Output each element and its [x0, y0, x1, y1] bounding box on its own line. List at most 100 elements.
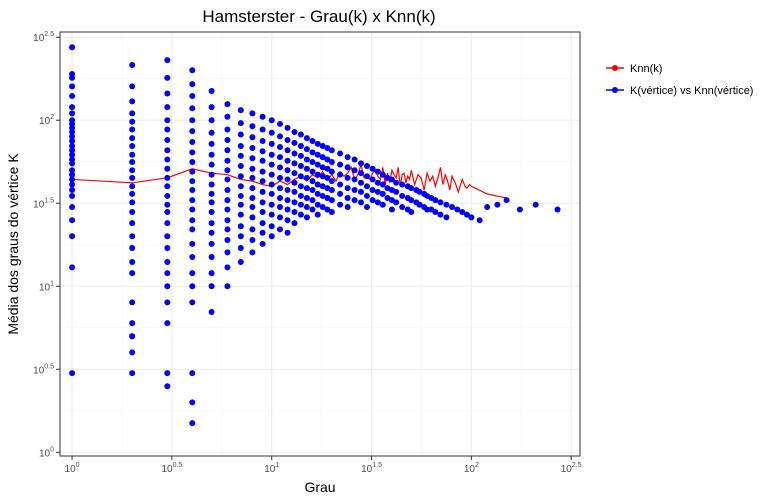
scatter-point	[344, 195, 351, 202]
scatter-point	[69, 104, 76, 111]
scatter-point	[208, 283, 215, 290]
scatter-point	[208, 229, 215, 236]
scatter-point	[297, 163, 304, 170]
scatter-point	[259, 220, 266, 227]
scatter-point	[208, 88, 215, 95]
scatter-point	[129, 183, 136, 190]
scatter-point	[237, 259, 244, 266]
scatter-point	[164, 74, 171, 81]
scatter-point	[369, 165, 376, 172]
scatter-point	[208, 270, 215, 277]
scatter-point	[249, 134, 256, 141]
scatter-point	[224, 264, 231, 271]
scatter-points-layer	[69, 44, 561, 427]
scatter-point	[189, 399, 196, 406]
scatter-point	[309, 187, 316, 194]
scatter-point	[129, 299, 136, 306]
x-tick-label: 101.5	[361, 462, 382, 475]
scatter-point	[393, 199, 400, 206]
scatter-point	[208, 129, 215, 136]
scatter-point	[224, 101, 231, 108]
scatter-point	[129, 174, 136, 181]
scatter-point	[268, 117, 275, 124]
scatter-point	[319, 183, 326, 190]
scatter-point	[268, 181, 275, 188]
scatter-point	[303, 135, 310, 142]
scatter-point	[129, 233, 136, 240]
scatter-point	[268, 171, 275, 178]
scatter-point	[276, 195, 283, 202]
scatter-point	[249, 174, 256, 181]
scatter-point	[432, 197, 439, 204]
scatter-point	[208, 209, 215, 216]
scatter-point	[424, 206, 431, 213]
scatter-point	[319, 142, 326, 149]
scatter-point	[224, 113, 231, 120]
scatter-point	[69, 192, 76, 199]
scatter-point	[268, 151, 275, 158]
x-tick-label: 100	[65, 462, 80, 475]
scatter-point	[459, 209, 466, 216]
scatter-point	[237, 223, 244, 230]
scatter-point	[284, 147, 291, 154]
scatter-point	[164, 245, 171, 252]
y-tick-label: 101.5	[33, 197, 54, 210]
scatter-point	[268, 161, 275, 168]
scatter-point	[276, 164, 283, 171]
scatter-point	[284, 137, 291, 144]
scatter-point	[189, 117, 196, 124]
scatter-point	[69, 110, 76, 117]
x-tick-label: 101	[264, 462, 279, 475]
scatter-point	[303, 174, 310, 181]
scatter-point	[399, 181, 406, 188]
scatter-point	[268, 190, 275, 197]
scatter-point	[297, 192, 304, 199]
scatter-point	[69, 167, 76, 174]
scatter-point	[164, 57, 171, 64]
scatter-point	[494, 201, 501, 208]
scatter-point	[189, 206, 196, 213]
scatter-point	[328, 187, 335, 194]
scatter-point	[237, 107, 244, 114]
scatter-point	[237, 192, 244, 199]
scatter-point	[276, 174, 283, 181]
scatter-point	[351, 197, 358, 204]
scatter-point	[379, 190, 386, 197]
scatter-point	[369, 187, 376, 194]
scatter-point	[69, 74, 76, 81]
scatter-point	[358, 199, 364, 206]
scatter-point	[344, 204, 351, 211]
scatter-point	[337, 150, 344, 157]
plot-panel	[60, 32, 580, 456]
scatter-point	[319, 192, 326, 199]
scatter-point	[129, 110, 136, 117]
scatter-point	[259, 240, 266, 247]
scatter-point	[224, 157, 231, 164]
scatter-point	[224, 167, 231, 174]
scatter-point	[224, 236, 231, 243]
scatter-point	[224, 217, 231, 224]
scatter-point	[129, 320, 136, 327]
scatter-point	[284, 176, 291, 183]
scatter-point	[309, 206, 316, 213]
scatter-point	[344, 154, 351, 161]
scatter-point	[363, 163, 370, 170]
chart-title: Hamsterster - Grau(k) x Knn(k)	[202, 7, 435, 26]
scatter-point	[259, 199, 266, 206]
scatter-point	[129, 142, 136, 149]
scatter-point	[249, 155, 256, 162]
scatter-point	[189, 283, 196, 290]
scatter-point	[129, 245, 136, 252]
scatter-point	[276, 133, 283, 140]
scatter-point	[358, 179, 364, 186]
scatter-point	[276, 226, 283, 233]
scatter-point	[408, 185, 415, 192]
scatter-point	[437, 199, 444, 206]
scatter-point	[164, 299, 171, 306]
scatter-point	[314, 201, 321, 208]
scatter-point	[303, 214, 310, 221]
scatter-point	[408, 209, 415, 216]
legend-points-dot	[612, 87, 618, 93]
scatter-point	[314, 140, 321, 147]
scatter-point	[189, 67, 196, 74]
